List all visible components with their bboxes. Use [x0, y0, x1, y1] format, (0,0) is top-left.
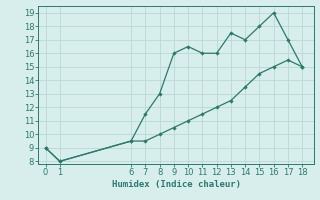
X-axis label: Humidex (Indice chaleur): Humidex (Indice chaleur): [111, 180, 241, 189]
